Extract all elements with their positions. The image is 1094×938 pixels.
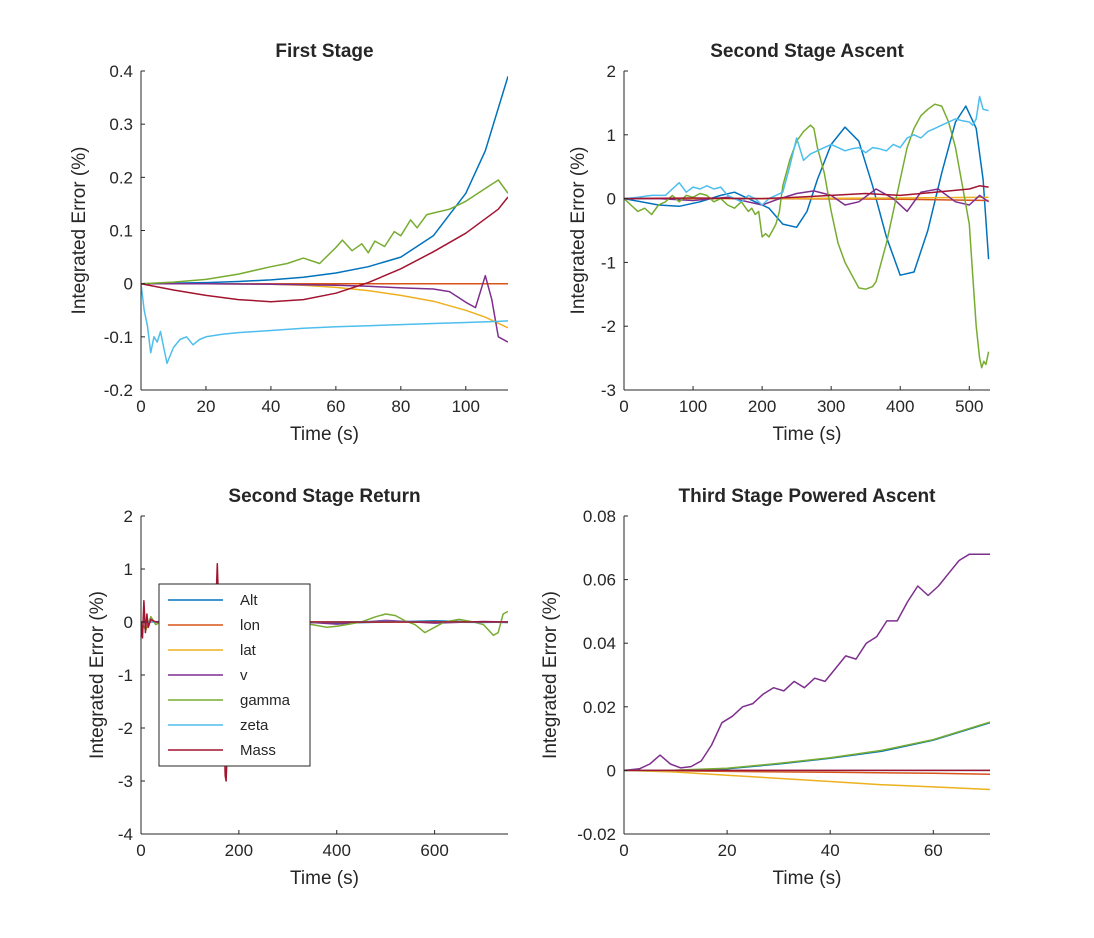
- x-tick-label: 200: [748, 397, 776, 416]
- y-tick-label: 0: [124, 613, 133, 632]
- legend-label-mass: Mass: [240, 742, 276, 759]
- series-line-lat: [141, 282, 508, 329]
- legend-label-v: v: [240, 667, 248, 684]
- series-line-gamma: [141, 179, 508, 285]
- legend-label-lat: lat: [240, 642, 257, 659]
- series-line-zeta: [624, 95, 989, 206]
- x-tick-label: 100: [452, 397, 480, 416]
- x-tick-label: 600: [420, 841, 448, 860]
- series-line-mass: [624, 185, 989, 200]
- series-group: [624, 95, 990, 369]
- y-tick-label: -1: [118, 666, 133, 685]
- chart-panel-2: 0 100 200 300 400 500 -3 -2 -1 0 1 2 Second Stage As…: [568, 41, 990, 445]
- chart-title: Second Stage Ascent: [710, 41, 904, 62]
- x-tick-label: 200: [225, 841, 253, 860]
- series-line-mass: [141, 196, 508, 303]
- legend: Alt lon lat v gamma zeta Mass: [158, 583, 311, 767]
- series-line-alt: [624, 721, 990, 772]
- x-tick-label: 20: [718, 841, 737, 860]
- y-axis-label: Integrated Error (%): [87, 591, 108, 759]
- series-line-gamma: [624, 721, 990, 772]
- y-tick-label: 2: [607, 62, 616, 81]
- series-line-alt: [141, 76, 508, 285]
- x-axis-label: Time (s): [290, 868, 359, 889]
- x-tick-label: 400: [323, 841, 351, 860]
- y-tick-label: -0.2: [104, 381, 133, 400]
- y-tick-label: 1: [607, 126, 616, 145]
- chart-title: Third Stage Powered Ascent: [679, 486, 937, 507]
- chart-title: First Stage: [275, 41, 373, 62]
- y-tick-label: -0.02: [577, 825, 616, 844]
- legend-label-zeta: zeta: [240, 717, 269, 734]
- y-tick-label: 0.04: [583, 634, 616, 653]
- x-tick-label: 80: [391, 397, 410, 416]
- y-tick-label: 1: [124, 560, 133, 579]
- x-tick-label: 40: [821, 841, 840, 860]
- x-axis-label: Time (s): [773, 424, 842, 445]
- y-tick-label: 0.1: [109, 222, 133, 241]
- y-tick-label: 0.08: [583, 507, 616, 526]
- y-tick-label: 0: [607, 190, 616, 209]
- y-tick-label: 0.4: [109, 62, 133, 81]
- x-tick-label: 60: [924, 841, 943, 860]
- y-axis-label: Integrated Error (%): [69, 147, 90, 315]
- chart-title: Second Stage Return: [228, 486, 420, 507]
- x-tick-label: 0: [619, 841, 628, 860]
- x-tick-label: 500: [955, 397, 983, 416]
- series-line-v: [141, 274, 508, 343]
- series-group: [624, 553, 990, 791]
- y-tick-label: -2: [118, 719, 133, 738]
- series-line-alt: [624, 105, 990, 276]
- y-tick-label: 2: [124, 507, 133, 526]
- y-tick-label: 0.06: [583, 571, 616, 590]
- series-line-zeta: [141, 283, 508, 365]
- chart-panel-1: 0 20 40 60 80 100 -0.2 -0.1 0 0.1 0.2 0.3 0.4 First S…: [69, 41, 508, 445]
- x-tick-label: 0: [136, 397, 145, 416]
- series-line-lat: [624, 769, 990, 791]
- y-axis-label: Integrated Error (%): [540, 591, 561, 759]
- legend-label-gamma: gamma: [240, 692, 291, 709]
- x-tick-label: 300: [817, 397, 845, 416]
- y-tick-label: -4: [118, 825, 133, 844]
- x-tick-label: 100: [679, 397, 707, 416]
- x-axis-label: Time (s): [290, 424, 359, 445]
- x-tick-label: 60: [326, 397, 345, 416]
- legend-label-alt: Alt: [240, 592, 258, 609]
- x-tick-label: 40: [261, 397, 280, 416]
- y-tick-label: 0.02: [583, 698, 616, 717]
- x-tick-label: 400: [886, 397, 914, 416]
- y-tick-label: 0.2: [109, 168, 133, 187]
- series-line-gamma: [624, 103, 990, 369]
- series-group: [141, 76, 508, 365]
- y-tick-label: -0.1: [104, 328, 133, 347]
- y-tick-label: -3: [601, 381, 616, 400]
- legend-label-lon: lon: [240, 617, 260, 634]
- y-tick-label: -3: [118, 772, 133, 791]
- y-tick-label: 0: [607, 761, 616, 780]
- x-tick-label: 0: [619, 397, 628, 416]
- y-tick-label: 0: [124, 275, 133, 294]
- y-tick-label: -1: [601, 253, 616, 272]
- y-axis-label: Integrated Error (%): [568, 147, 589, 315]
- x-tick-label: 20: [196, 397, 215, 416]
- x-tick-label: 0: [136, 841, 145, 860]
- y-tick-label: -2: [601, 317, 616, 336]
- y-tick-label: 0.3: [109, 115, 133, 134]
- series-line-v: [624, 553, 990, 772]
- x-axis-label: Time (s): [773, 868, 842, 889]
